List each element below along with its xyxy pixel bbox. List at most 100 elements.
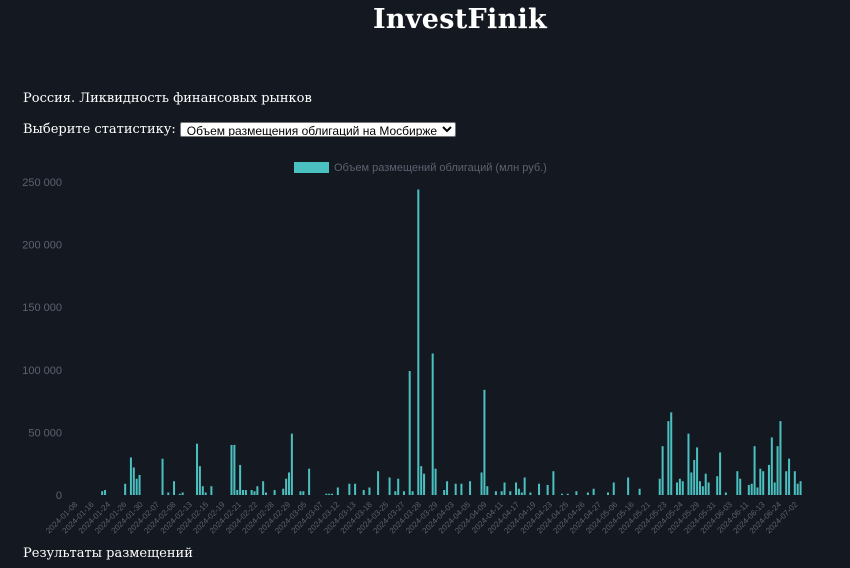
bar[interactable] [253,491,256,495]
bar[interactable] [411,491,414,495]
bar[interactable] [446,481,449,495]
bar[interactable] [239,464,242,495]
bar[interactable] [302,491,305,495]
bar[interactable] [675,482,678,495]
bar[interactable] [362,489,365,495]
bar[interactable] [124,483,127,495]
bar[interactable] [368,487,371,495]
bar[interactable] [500,491,503,495]
bar[interactable] [756,487,759,495]
bar[interactable] [592,488,595,495]
bar[interactable] [454,483,457,495]
bar[interactable] [336,487,339,495]
bar[interactable] [423,473,426,495]
bar[interactable] [196,443,199,495]
bar[interactable] [552,471,555,495]
bar[interactable] [779,421,782,495]
bar[interactable] [575,491,578,495]
bar[interactable] [762,471,765,495]
bar[interactable] [707,482,710,495]
bar[interactable] [308,468,311,495]
bar[interactable] [538,483,541,495]
bar[interactable] [670,412,673,495]
statistic-select[interactable]: Объем размещения облигаций на Мосбирже [179,122,456,137]
bar[interactable] [638,488,641,495]
bar[interactable] [658,478,661,495]
bar[interactable] [287,472,290,495]
bar[interactable] [494,491,497,495]
bar[interactable] [586,492,589,496]
bar[interactable] [696,447,699,495]
bar[interactable] [736,471,739,495]
bar[interactable] [681,481,684,495]
bar[interactable] [204,492,207,496]
bar[interactable] [612,482,615,495]
bar[interactable] [693,459,696,495]
bar[interactable] [687,433,690,495]
bar[interactable] [739,478,742,495]
bar[interactable] [698,481,701,495]
bar[interactable] [431,353,434,495]
bar[interactable] [290,433,293,495]
bar[interactable] [719,452,722,495]
bar[interactable] [627,477,630,495]
bar[interactable] [244,489,247,495]
bar[interactable] [273,489,276,495]
bar[interactable] [529,492,532,496]
bar[interactable] [690,472,693,495]
bar[interactable] [138,474,141,495]
bar[interactable] [236,489,239,495]
bar[interactable] [515,482,518,495]
bar[interactable] [486,486,489,495]
bar[interactable] [661,446,664,495]
bar[interactable] [566,493,569,495]
bar[interactable] [759,468,762,495]
bar[interactable] [701,486,704,495]
bar[interactable] [750,483,753,495]
bar[interactable] [233,444,236,495]
bar[interactable] [420,466,423,495]
bar[interactable] [230,444,233,495]
bar[interactable] [785,471,788,495]
bar[interactable] [377,471,380,495]
bar[interactable] [262,481,265,495]
bar[interactable] [394,491,397,495]
bar[interactable] [348,483,351,495]
bar[interactable] [256,486,259,495]
bar[interactable] [434,468,437,495]
bar[interactable] [325,493,328,495]
bar[interactable] [282,488,285,495]
bar[interactable] [354,483,357,495]
bar[interactable] [198,466,201,495]
bar[interactable] [788,458,791,495]
bar[interactable] [724,492,727,496]
bar[interactable] [299,491,302,495]
bar[interactable] [242,489,245,495]
bar[interactable] [607,492,610,496]
bar[interactable] [469,481,472,495]
bar[interactable] [101,491,104,495]
bar[interactable] [503,482,506,495]
bar[interactable] [704,473,707,495]
bar[interactable] [546,484,549,495]
bar[interactable] [402,491,405,495]
bar[interactable] [178,493,181,495]
bar[interactable] [181,492,184,496]
bar[interactable] [509,491,512,495]
bar[interactable] [747,484,750,495]
bar[interactable] [767,464,770,495]
bar[interactable] [161,458,164,495]
bar[interactable] [517,488,520,495]
bar[interactable] [483,389,486,495]
bar[interactable] [285,478,288,495]
bar[interactable] [796,483,799,495]
bar[interactable] [523,477,526,495]
bar[interactable] [776,446,779,495]
bar[interactable] [561,493,564,495]
bar[interactable] [773,482,776,495]
bar[interactable] [799,481,802,495]
bar[interactable] [328,493,331,495]
bar[interactable] [753,446,756,495]
bar[interactable] [129,457,132,495]
bar[interactable] [135,478,138,495]
